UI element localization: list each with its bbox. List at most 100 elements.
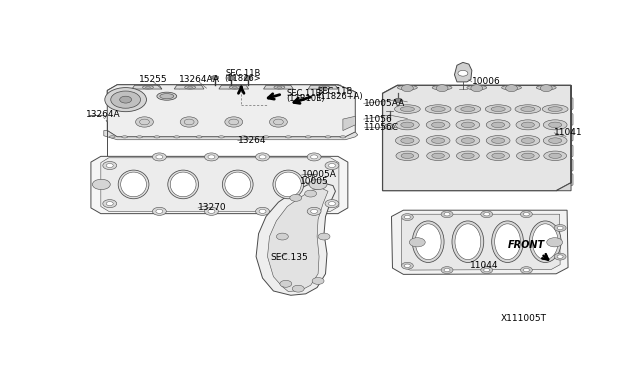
Text: 13264AA: 13264AA: [179, 76, 220, 84]
Circle shape: [520, 267, 532, 273]
Circle shape: [441, 211, 453, 218]
Circle shape: [307, 153, 321, 161]
Circle shape: [259, 155, 266, 159]
Ellipse shape: [196, 136, 202, 138]
FancyBboxPatch shape: [558, 159, 573, 171]
Ellipse shape: [549, 153, 561, 158]
Ellipse shape: [170, 172, 196, 197]
Circle shape: [554, 225, 566, 231]
Ellipse shape: [401, 138, 414, 143]
Ellipse shape: [185, 86, 196, 89]
Polygon shape: [454, 62, 472, 82]
Ellipse shape: [401, 122, 414, 128]
Ellipse shape: [143, 86, 154, 89]
Ellipse shape: [168, 170, 198, 199]
Text: 13270: 13270: [198, 203, 227, 212]
Circle shape: [276, 233, 288, 240]
Circle shape: [290, 195, 301, 201]
Circle shape: [441, 267, 453, 273]
Ellipse shape: [492, 138, 505, 143]
Circle shape: [401, 214, 413, 221]
Polygon shape: [556, 85, 571, 191]
Ellipse shape: [467, 85, 487, 90]
Polygon shape: [383, 85, 571, 99]
Ellipse shape: [427, 151, 449, 160]
Polygon shape: [401, 214, 560, 270]
Text: SEC.11B: SEC.11B: [225, 69, 260, 78]
Ellipse shape: [486, 151, 509, 160]
Ellipse shape: [522, 138, 534, 143]
Ellipse shape: [136, 136, 143, 138]
Text: 13264A: 13264A: [86, 110, 120, 119]
Circle shape: [484, 212, 490, 216]
Text: 10005AA: 10005AA: [364, 99, 405, 108]
Ellipse shape: [455, 224, 481, 260]
Ellipse shape: [319, 86, 330, 89]
Ellipse shape: [396, 135, 419, 145]
Ellipse shape: [396, 151, 419, 160]
Circle shape: [106, 164, 113, 167]
Ellipse shape: [452, 221, 484, 263]
Polygon shape: [264, 85, 293, 89]
Ellipse shape: [516, 120, 540, 130]
Circle shape: [255, 153, 269, 161]
Ellipse shape: [516, 151, 540, 160]
Circle shape: [152, 207, 166, 215]
Circle shape: [471, 85, 483, 92]
Circle shape: [156, 155, 163, 159]
Ellipse shape: [432, 85, 452, 90]
Polygon shape: [91, 156, 348, 214]
Ellipse shape: [522, 122, 534, 128]
Ellipse shape: [232, 86, 237, 88]
Polygon shape: [100, 169, 115, 176]
Polygon shape: [256, 183, 335, 295]
Ellipse shape: [277, 86, 282, 88]
Text: (11826+A): (11826+A): [317, 92, 363, 101]
Ellipse shape: [461, 138, 474, 143]
Circle shape: [280, 280, 292, 287]
Circle shape: [387, 125, 392, 128]
Ellipse shape: [495, 224, 520, 260]
Circle shape: [208, 155, 215, 159]
Circle shape: [310, 209, 317, 214]
Circle shape: [255, 207, 269, 215]
Circle shape: [103, 200, 116, 208]
Circle shape: [292, 285, 304, 292]
Circle shape: [557, 255, 563, 258]
Ellipse shape: [229, 86, 240, 89]
Polygon shape: [308, 85, 338, 89]
Ellipse shape: [486, 120, 510, 130]
Circle shape: [524, 212, 529, 216]
Ellipse shape: [325, 136, 331, 138]
Circle shape: [481, 267, 493, 273]
Ellipse shape: [461, 107, 475, 112]
Ellipse shape: [548, 122, 562, 128]
Circle shape: [444, 212, 450, 216]
Ellipse shape: [529, 221, 561, 263]
Ellipse shape: [121, 172, 147, 197]
Ellipse shape: [532, 224, 558, 260]
Polygon shape: [228, 76, 235, 80]
Text: SEC.135: SEC.135: [271, 253, 308, 262]
Text: (11B10E): (11B10E): [286, 94, 325, 103]
Ellipse shape: [154, 136, 160, 138]
Ellipse shape: [285, 136, 291, 138]
Text: 11056: 11056: [364, 115, 392, 124]
Circle shape: [269, 117, 287, 127]
Text: X111005T: X111005T: [501, 314, 547, 323]
Circle shape: [540, 85, 552, 92]
Circle shape: [401, 262, 413, 269]
Ellipse shape: [118, 170, 149, 199]
Ellipse shape: [486, 135, 510, 145]
Circle shape: [385, 124, 394, 129]
Text: FRONT: FRONT: [508, 240, 545, 250]
Circle shape: [328, 202, 335, 206]
Circle shape: [136, 117, 154, 127]
Ellipse shape: [543, 120, 567, 130]
Text: 13264: 13264: [237, 136, 266, 145]
Ellipse shape: [516, 135, 540, 145]
Circle shape: [520, 211, 532, 218]
Ellipse shape: [426, 120, 450, 130]
Ellipse shape: [225, 172, 251, 197]
Polygon shape: [219, 85, 248, 89]
